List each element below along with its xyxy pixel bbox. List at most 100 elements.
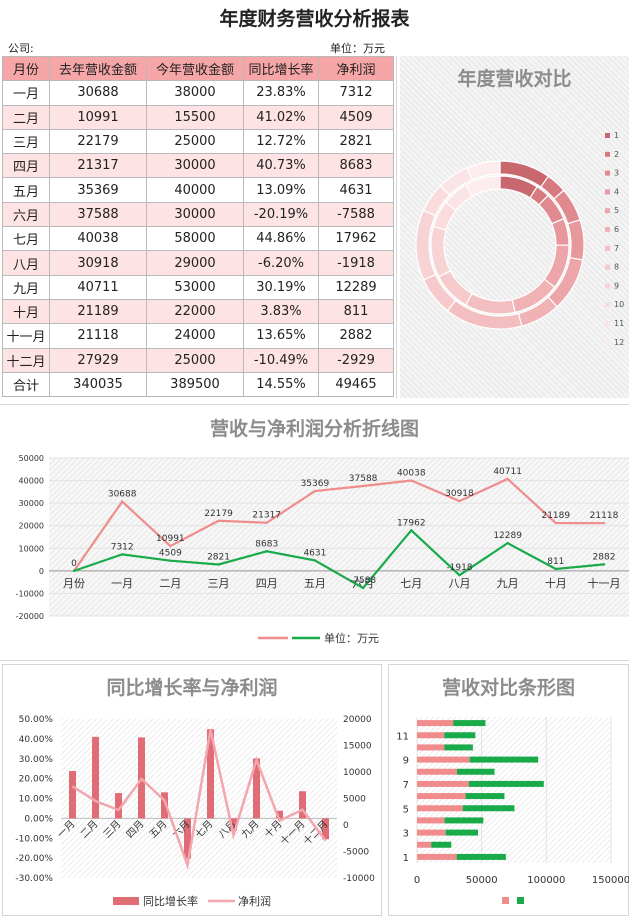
data-label: 35369 — [301, 479, 330, 489]
line-point — [410, 529, 413, 532]
line-point — [120, 553, 124, 556]
cell-this-year: 30000 — [146, 153, 244, 179]
legend-label: 净利润 — [238, 894, 271, 908]
table-row: 五月 35369 40000 13.09% 4631 — [2, 177, 394, 203]
x-tick-label: 150000 — [592, 875, 629, 886]
legend-label: 5 — [614, 206, 619, 215]
cell-this-year: 40000 — [146, 177, 244, 203]
this-year-bar — [445, 829, 479, 836]
cell-last-year: 40711 — [49, 274, 147, 300]
line-chart-title: 营收与净利润分析折线图 — [209, 418, 419, 440]
cell-profit: -2929 — [318, 347, 394, 373]
line-series-net-profit — [73, 528, 605, 590]
table-row: 十一月 21118 24000 13.65% 2882 — [2, 323, 394, 349]
this-year-bar — [462, 805, 515, 812]
cell-this-year: 15500 — [146, 104, 244, 130]
data-label: 21189 — [541, 511, 570, 521]
y-right-tick-label: -10000 — [343, 874, 375, 884]
cell-profit: 4509 — [318, 104, 394, 130]
cell-last-year: 10991 — [49, 104, 147, 130]
y-tick-label: -20000 — [16, 612, 44, 621]
cell-month: 二月 — [2, 104, 50, 130]
this-year-bar — [456, 768, 495, 775]
data-label: 17962 — [397, 518, 426, 528]
data-label: 40711 — [493, 467, 522, 477]
line-point — [506, 477, 509, 481]
legend-swatch — [605, 133, 610, 138]
cell-last-year: 27929 — [49, 347, 147, 373]
line-chart-panel: 营收与净利润分析折线图 50000 40000 30000 20000 10000 0 -1… — [0, 406, 629, 658]
cell-growth: -10.49% — [243, 347, 319, 373]
cell-last-year: 35369 — [49, 177, 147, 203]
cell-profit: 12289 — [318, 274, 394, 300]
total-cell-last-year: 340035 — [49, 371, 147, 398]
y-right-tick-label: 15000 — [343, 742, 372, 752]
legend-label: 1 — [614, 131, 619, 140]
line-point — [506, 541, 509, 545]
cell-this-year: 25000 — [146, 347, 244, 373]
donut-outer-slice — [566, 219, 585, 261]
y-tick-label: 20000 — [19, 522, 44, 531]
data-label: 0 — [71, 559, 77, 569]
x-tick-label: 100000 — [527, 875, 565, 886]
line-point — [361, 484, 365, 488]
y-left-tick-label: -20.00% — [15, 854, 53, 864]
x-tick-label: 七月 — [400, 577, 422, 590]
legend-swatch — [605, 151, 610, 157]
x-tick-label: 一月 — [111, 577, 133, 590]
growth-bar — [69, 771, 76, 819]
line-point — [169, 559, 172, 562]
y-left-tick-label: 0.00% — [24, 814, 53, 824]
data-label: 7312 — [111, 542, 134, 552]
y-left-tick-label: 10.00% — [19, 795, 54, 805]
cell-this-year: 25000 — [146, 128, 244, 155]
last-year-bar — [417, 768, 457, 775]
this-year-bar — [469, 756, 539, 763]
cell-profit: 2882 — [318, 323, 394, 349]
line-point — [602, 521, 606, 525]
line-point — [458, 573, 461, 577]
combo-chart-title: 同比增长率与净利润 — [106, 677, 278, 699]
table-total-row: 合计 340035 389500 14.55% 49465 — [2, 371, 394, 398]
x-tick-label: 50000 — [466, 875, 498, 886]
cell-profit: 2821 — [318, 128, 394, 155]
y-tick-label: 7 — [403, 780, 409, 791]
hbar-chart-title: 营收对比条形图 — [441, 677, 575, 699]
cell-month: 四月 — [2, 153, 50, 179]
last-year-bar — [417, 756, 470, 763]
line-point — [169, 544, 172, 548]
cell-month: 十月 — [2, 298, 50, 325]
this-year-bar — [444, 744, 473, 751]
line-point — [361, 586, 365, 590]
data-label: 10991 — [156, 534, 185, 544]
legend-swatch — [605, 264, 610, 270]
line-point — [217, 519, 220, 522]
y-left-tick-label: 40.00% — [19, 735, 54, 745]
data-label: 4631 — [303, 548, 326, 558]
legend-label: 单位：万元 — [324, 631, 379, 645]
line-point — [217, 563, 220, 566]
line-point — [554, 567, 558, 571]
growth-bar — [253, 758, 260, 819]
cell-last-year: 30688 — [49, 80, 147, 106]
header-net-profit: 净利润 — [318, 55, 394, 82]
line-point — [72, 569, 76, 573]
y-tick-label: 5 — [403, 804, 409, 815]
legend-label: 2 — [614, 150, 619, 159]
x-tick-label: 五月 — [304, 577, 326, 590]
growth-bar — [276, 810, 283, 819]
legend-label: 9 — [614, 281, 619, 290]
y-left-tick-label: 20.00% — [19, 775, 54, 785]
data-label: 811 — [547, 557, 564, 567]
combo-chart-panel: 同比增长率与净利润 50.00% 40.00% 30.00% 20.00% 10.00%… — [2, 664, 382, 916]
cell-profit: 17962 — [318, 226, 394, 252]
legend-label: 4 — [614, 187, 619, 196]
cell-profit: 7312 — [318, 80, 394, 106]
cell-month: 一月 — [2, 80, 50, 106]
cell-month: 七月 — [2, 226, 50, 252]
table-row: 二月 10991 15500 41.02% 4509 — [2, 104, 394, 130]
cell-growth: 3.83% — [243, 298, 319, 325]
y-right-tick-label: 20000 — [343, 715, 372, 725]
data-label: -1918 — [446, 563, 472, 573]
